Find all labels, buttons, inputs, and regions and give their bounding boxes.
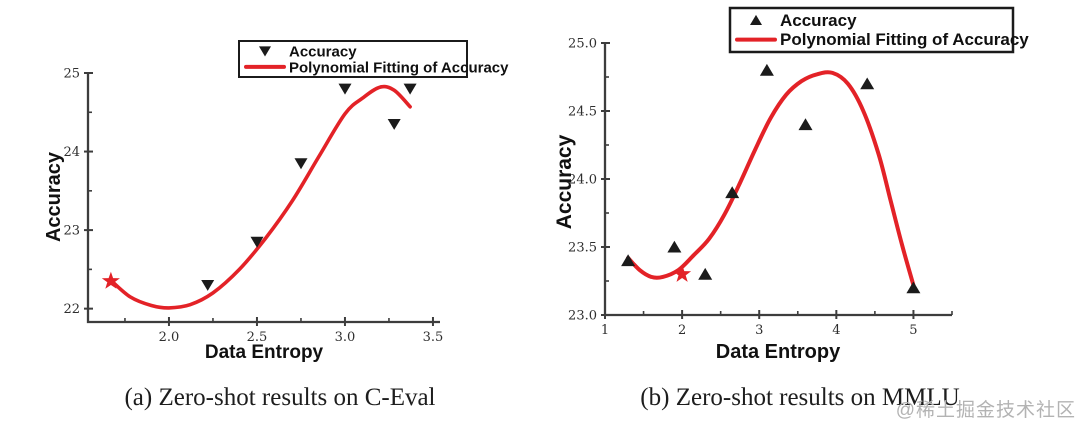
legend-frame xyxy=(728,6,1015,54)
y-tick-label: 25.0 xyxy=(568,37,597,52)
x-tick-label: 2 xyxy=(678,323,686,338)
data-point-triangle xyxy=(725,186,740,199)
chart-mmlu: 1 2 3 4 5 23.0 23.5 24.0 24.5 25.0 Data Entropy Acc… xyxy=(553,6,1029,363)
data-point-triangle xyxy=(250,236,264,248)
y-axis-title: Accuracy xyxy=(43,151,65,242)
x-tick-label: 2.5 xyxy=(247,330,268,345)
legend-label: Accuracy xyxy=(289,44,357,61)
caption-c-eval: (a) Zero-shot results on C-Eval xyxy=(124,384,436,411)
y-tick-label: 25 xyxy=(63,67,80,82)
data-point-triangle xyxy=(860,77,875,90)
x-axis-title: Data Entropy xyxy=(716,341,841,363)
y-tick-label: 24.0 xyxy=(568,173,597,188)
x-tick-label: 1 xyxy=(601,323,609,338)
x-tick-label: 5 xyxy=(909,323,917,338)
y-tick-label: 22 xyxy=(63,302,80,317)
data-point-triangle xyxy=(294,158,308,170)
fit-curve xyxy=(109,84,412,310)
data-point-triangle xyxy=(698,267,713,280)
data-point-triangle xyxy=(906,281,921,294)
data-point-triangle xyxy=(621,254,636,267)
plot-area: 2.0 2.5 3.0 3.5 22 23 24 25 Data Entropy Accuracy xyxy=(43,67,443,364)
fit-curve xyxy=(626,70,916,288)
plot-area: 1 2 3 4 5 23.0 23.5 24.0 24.5 25.0 Data Entropy Acc… xyxy=(553,37,953,363)
legend-label: Accuracy xyxy=(780,11,857,30)
axis-spines xyxy=(603,43,952,317)
caption-mmlu: (b) Zero-shot results on MMLU xyxy=(640,384,960,411)
legend-label: Polynomial Fitting of Accuracy xyxy=(289,59,509,76)
legend-label: Polynomial Fitting of Accuracy xyxy=(780,30,1029,49)
x-tick-label: 3.5 xyxy=(423,330,444,345)
chart-c-eval: 2.0 2.5 3.0 3.5 22 23 24 25 Data Entropy Accuracy… xyxy=(43,40,509,364)
data-point-triangle xyxy=(338,83,352,95)
highlight-star-marker xyxy=(673,264,692,282)
data-point-triangle xyxy=(387,119,401,130)
axis-spines xyxy=(86,73,440,324)
watermark-text: @稀土掘金技术社区 xyxy=(895,400,1076,421)
y-tick-label: 23 xyxy=(63,224,80,239)
y-tick-label: 23.5 xyxy=(568,241,597,256)
legend-marker-triangle-down xyxy=(259,46,271,57)
data-point-triangle xyxy=(403,83,417,95)
data-point-triangle xyxy=(759,63,774,76)
data-point-triangle xyxy=(201,280,215,291)
x-tick-label: 4 xyxy=(832,323,840,338)
legend-marker-triangle-up xyxy=(750,14,762,25)
y-tick-label: 23.0 xyxy=(568,309,597,324)
y-axis-title: Accuracy xyxy=(553,134,576,229)
data-point-triangle xyxy=(667,240,682,253)
data-point-triangle xyxy=(798,118,813,131)
x-tick-label: 3 xyxy=(755,323,763,338)
legend-frame xyxy=(238,40,468,78)
x-tick-label: 2.0 xyxy=(159,330,180,345)
y-tick-label: 24.5 xyxy=(568,105,597,120)
x-tick-label: 3.0 xyxy=(335,330,356,345)
x-axis-title: Data Entropy xyxy=(205,342,324,363)
highlight-star-marker xyxy=(101,271,120,289)
y-tick-label: 24 xyxy=(63,145,80,160)
